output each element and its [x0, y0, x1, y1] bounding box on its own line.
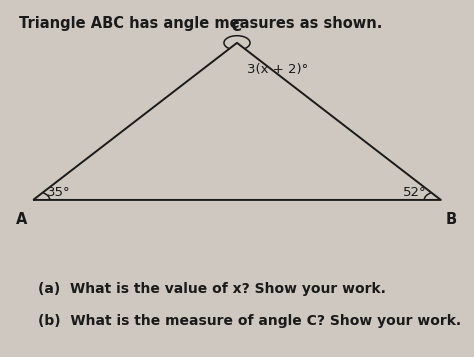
Text: A: A [16, 212, 27, 227]
Text: 35°: 35° [47, 186, 71, 198]
Text: (b)  What is the measure of angle C? Show your work.: (b) What is the measure of angle C? Show… [38, 314, 461, 328]
Text: Triangle ABC has angle measures as shown.: Triangle ABC has angle measures as shown… [19, 16, 383, 31]
Text: 3(x + 2)°: 3(x + 2)° [246, 63, 308, 76]
Text: B: B [446, 212, 457, 227]
Text: (a)  What is the value of x? Show your work.: (a) What is the value of x? Show your wo… [38, 282, 386, 296]
Text: 52°: 52° [403, 186, 427, 198]
Text: C: C [232, 19, 242, 34]
